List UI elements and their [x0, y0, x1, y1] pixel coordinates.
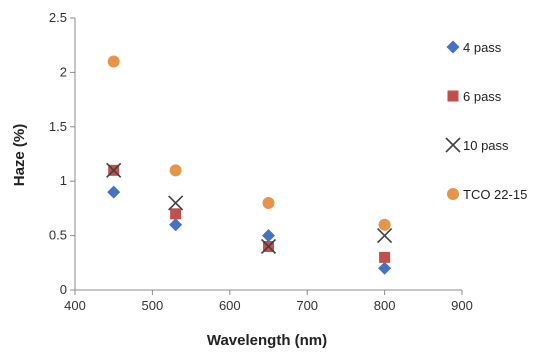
x-axis-title: Wavelength (nm) — [207, 332, 327, 349]
y-tick-label: 0.5 — [49, 228, 67, 243]
x-tick-label: 500 — [142, 298, 164, 313]
series-10-pass — [106, 162, 393, 255]
y-tick-label: 1 — [60, 173, 67, 188]
series-4-pass — [107, 185, 392, 275]
legend-label: 10 pass — [463, 138, 509, 153]
data-point — [378, 261, 392, 275]
y-tick-labels: 0 0.5 1 1.5 2 2.5 — [49, 10, 67, 297]
legend-item-tco-22-15: TCO 22-15 — [447, 187, 527, 202]
y-tick-label: 1.5 — [49, 119, 67, 134]
data-point — [169, 218, 183, 232]
series-tco-22-15 — [107, 55, 391, 231]
x-tick-label: 700 — [296, 298, 318, 313]
axes — [70, 17, 463, 295]
series-6-pass — [108, 164, 391, 263]
data-point — [106, 162, 122, 178]
data-point — [262, 196, 275, 209]
data-point — [262, 229, 275, 243]
data-point — [107, 55, 120, 68]
legend-label: 4 pass — [463, 40, 502, 55]
y-tick-label: 2 — [60, 64, 67, 79]
data-point — [107, 185, 121, 199]
legend: 4 pass 6 pass 10 pass TCO 22-15 — [445, 40, 527, 202]
legend-item-4-pass: 4 pass — [446, 40, 502, 55]
y-axis-title: Haze (%) — [11, 124, 28, 187]
legend-marker — [445, 137, 461, 153]
x-tick-label: 900 — [451, 298, 473, 313]
data-point — [379, 251, 391, 263]
legend-label: TCO 22-15 — [463, 187, 527, 202]
data-point — [377, 228, 393, 244]
legend-marker — [447, 90, 459, 102]
data-point — [169, 164, 182, 177]
y-tick-label: 2.5 — [49, 10, 67, 25]
y-tick-label: 0 — [60, 282, 67, 297]
legend-label: 6 pass — [463, 89, 502, 104]
x-tick-label: 800 — [374, 298, 396, 313]
data-point — [260, 238, 277, 255]
legend-marker — [446, 40, 460, 54]
data-points — [106, 55, 393, 275]
legend-item-10-pass: 10 pass — [445, 137, 509, 153]
x-tick-label: 400 — [64, 298, 86, 313]
data-point — [378, 218, 391, 231]
legend-item-6-pass: 6 pass — [447, 89, 502, 104]
legend-marker — [447, 188, 459, 200]
x-tick-labels: 400 500 600 700 800 900 — [64, 298, 473, 313]
data-point — [168, 195, 184, 211]
data-point — [170, 208, 182, 220]
x-tick-label: 600 — [219, 298, 241, 313]
